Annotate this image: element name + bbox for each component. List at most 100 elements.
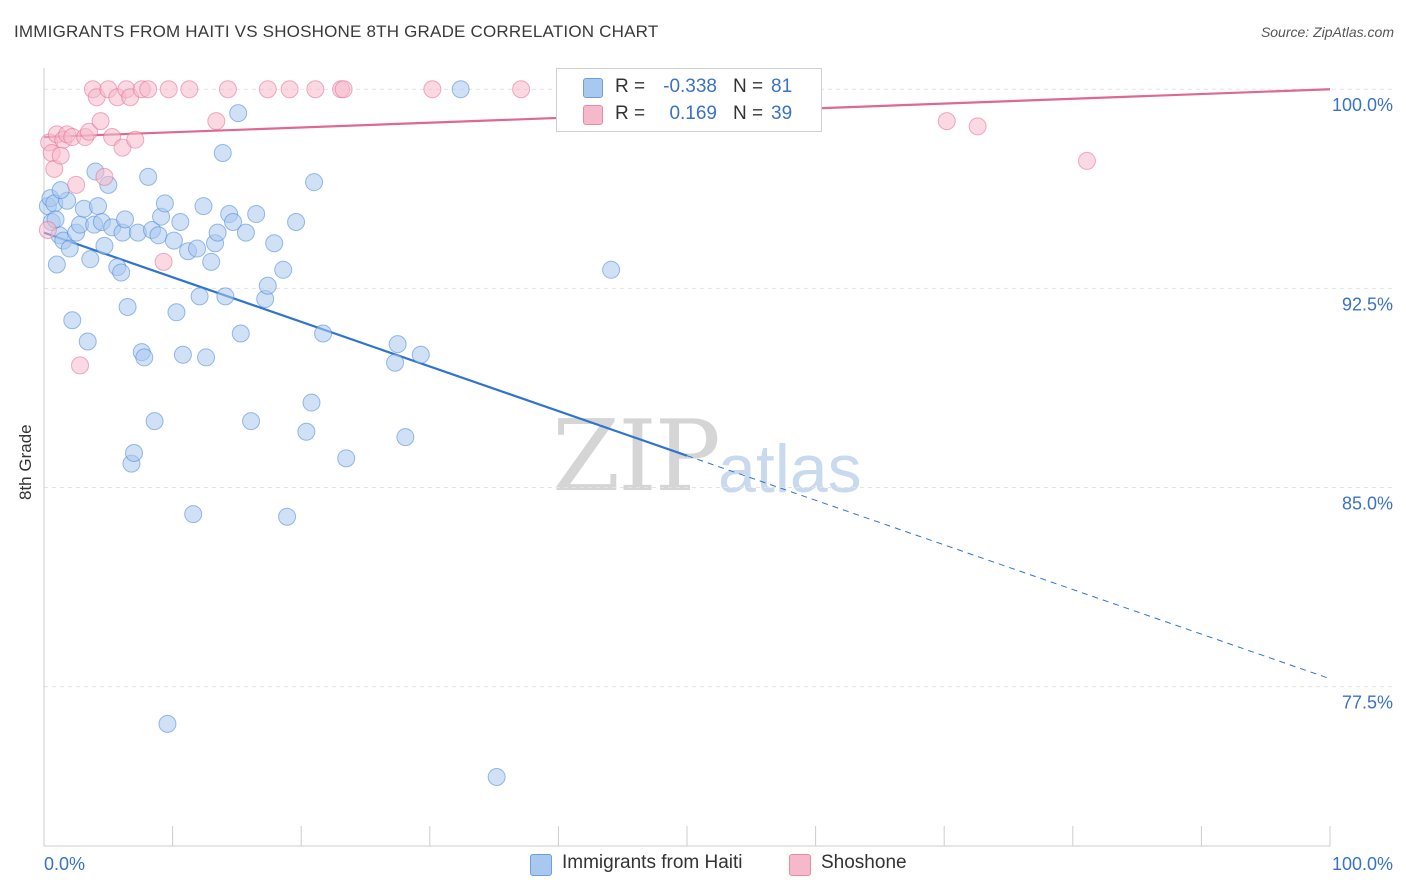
shoshone-point bbox=[67, 175, 86, 194]
haiti-point bbox=[78, 332, 97, 351]
shoshone-point bbox=[180, 80, 199, 99]
haiti-point bbox=[202, 252, 221, 271]
shoshone-point bbox=[154, 252, 173, 271]
haiti-point bbox=[190, 287, 209, 306]
haiti-point bbox=[158, 714, 177, 733]
source-credit: Source: ZipAtlas.com bbox=[1260, 24, 1394, 40]
haiti-point bbox=[167, 303, 186, 322]
haiti-point bbox=[278, 507, 297, 526]
haiti-point bbox=[184, 505, 203, 524]
haiti-point bbox=[60, 239, 79, 258]
y-tick-label: 85.0% bbox=[1342, 494, 1393, 514]
haiti-point bbox=[208, 223, 227, 242]
haiti-point bbox=[451, 80, 470, 99]
haiti-point bbox=[125, 444, 144, 463]
shoshone-point bbox=[95, 167, 114, 186]
haiti-point bbox=[265, 234, 284, 253]
haiti-point bbox=[224, 213, 243, 232]
haiti-point bbox=[112, 263, 131, 282]
haiti-point bbox=[229, 104, 248, 123]
haiti-point bbox=[302, 393, 321, 412]
shoshone-point bbox=[280, 80, 299, 99]
haiti-point bbox=[95, 236, 114, 255]
haiti-point bbox=[386, 353, 405, 372]
shoshone-point bbox=[113, 138, 132, 157]
haiti-point bbox=[47, 255, 66, 274]
haiti-point bbox=[314, 324, 333, 343]
y-tick-label: 77.5% bbox=[1342, 693, 1393, 713]
legend-r-label: R = bbox=[615, 103, 646, 124]
haiti-point bbox=[171, 213, 190, 232]
haiti-point bbox=[173, 345, 192, 364]
shoshone-point bbox=[258, 80, 277, 99]
shoshone-point bbox=[423, 80, 442, 99]
haiti-point bbox=[258, 276, 277, 295]
legend-n-value: 39 bbox=[771, 103, 793, 124]
trend-lines bbox=[43, 88, 1331, 680]
y-axis-label: 8th Grade bbox=[16, 424, 35, 500]
haiti-trend-extension bbox=[686, 455, 1331, 680]
haiti-point bbox=[89, 197, 108, 216]
shoshone-point bbox=[91, 112, 110, 131]
data-points bbox=[38, 80, 1096, 786]
haiti-point bbox=[487, 767, 506, 786]
shoshone-point bbox=[207, 112, 226, 131]
haiti-point bbox=[213, 143, 232, 162]
haiti-point bbox=[81, 250, 100, 269]
haiti-point bbox=[287, 213, 306, 232]
x-tick-label: 0.0% bbox=[44, 854, 85, 874]
haiti-point bbox=[145, 412, 164, 431]
haiti-point bbox=[411, 345, 430, 364]
bottom-legend-label-shoshone: Shoshone bbox=[821, 852, 907, 873]
haiti-point bbox=[197, 348, 216, 367]
gridlines bbox=[44, 88, 1392, 688]
haiti-point bbox=[236, 223, 255, 242]
haiti-point bbox=[118, 297, 137, 316]
haiti-point bbox=[116, 210, 135, 229]
haiti-point bbox=[242, 412, 261, 431]
legend-r-value: 0.169 bbox=[669, 103, 717, 124]
shoshone-point bbox=[38, 220, 57, 239]
shoshone-point bbox=[334, 80, 353, 99]
haiti-point bbox=[63, 311, 82, 330]
legend-r-value: -0.338 bbox=[663, 76, 717, 97]
legend-swatch-shoshone bbox=[583, 105, 603, 125]
haiti-point bbox=[155, 194, 174, 213]
shoshone-point bbox=[937, 112, 956, 131]
shoshone-point bbox=[80, 122, 99, 141]
legend-row-shoshone: R = 0.169 N = 39 bbox=[557, 101, 821, 127]
haiti-point bbox=[337, 449, 356, 468]
legend-row-haiti: R = -0.338 N = 81 bbox=[557, 74, 821, 100]
axes bbox=[43, 68, 1331, 847]
legend-n-label: N = bbox=[733, 76, 764, 97]
y-tick-label: 92.5% bbox=[1342, 294, 1393, 314]
legend-swatch-haiti bbox=[583, 78, 603, 98]
haiti-point bbox=[135, 348, 154, 367]
haiti-point bbox=[194, 197, 213, 216]
shoshone-point bbox=[1077, 151, 1096, 170]
haiti-trend-line bbox=[43, 231, 688, 457]
haiti-point bbox=[231, 324, 250, 343]
bottom-legend-label-haiti: Immigrants from Haiti bbox=[562, 852, 743, 873]
y-tick-label: 100.0% bbox=[1332, 95, 1393, 115]
haiti-point bbox=[388, 335, 407, 354]
tick-labels: 77.5% 85.0% 92.5% 100.0% 0.0% 100.0% bbox=[44, 95, 1393, 874]
haiti-point bbox=[139, 167, 158, 186]
shoshone-point bbox=[51, 146, 70, 165]
legend-n-value: 81 bbox=[771, 76, 793, 97]
correlation-legend: R = -0.338 N = 81 R = 0.169 N = 39 bbox=[556, 68, 822, 132]
shoshone-point bbox=[218, 80, 237, 99]
shoshone-point bbox=[306, 80, 325, 99]
watermark-atlas: atlas bbox=[718, 431, 862, 507]
shoshone-point bbox=[71, 356, 90, 375]
haiti-point bbox=[274, 260, 293, 279]
bottom-legend-swatch-haiti bbox=[530, 854, 552, 876]
haiti-point bbox=[164, 231, 183, 250]
bottom-legend-swatch-shoshone bbox=[789, 854, 811, 876]
haiti-point bbox=[188, 239, 207, 258]
shoshone-point bbox=[159, 80, 178, 99]
haiti-point bbox=[216, 287, 235, 306]
legend-r-label: R = bbox=[615, 76, 646, 97]
haiti-point bbox=[305, 173, 324, 192]
